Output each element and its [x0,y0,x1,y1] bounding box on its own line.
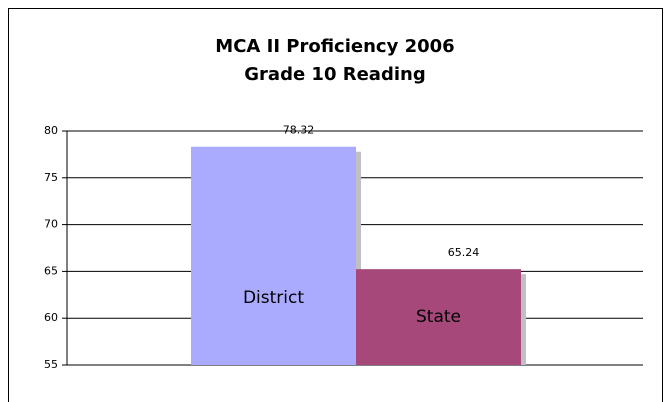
y-tick-label: 75 [44,171,58,184]
bar [356,269,521,365]
y-tick-label: 70 [44,218,58,231]
data-label: 65.24 [448,246,480,259]
y-tick-label: 60 [44,311,58,324]
y-tick-label: 55 [44,358,58,371]
category-label: State [416,307,461,327]
bar [191,146,356,365]
category-label: District [243,288,304,308]
data-label: 78.32 [283,124,315,137]
chart-title: Grade 10 Reading [244,64,425,85]
chart-title: MCA II Proficiency 2006 [215,36,454,57]
y-tick-label: 80 [44,124,58,137]
y-tick-label: 65 [44,264,58,277]
